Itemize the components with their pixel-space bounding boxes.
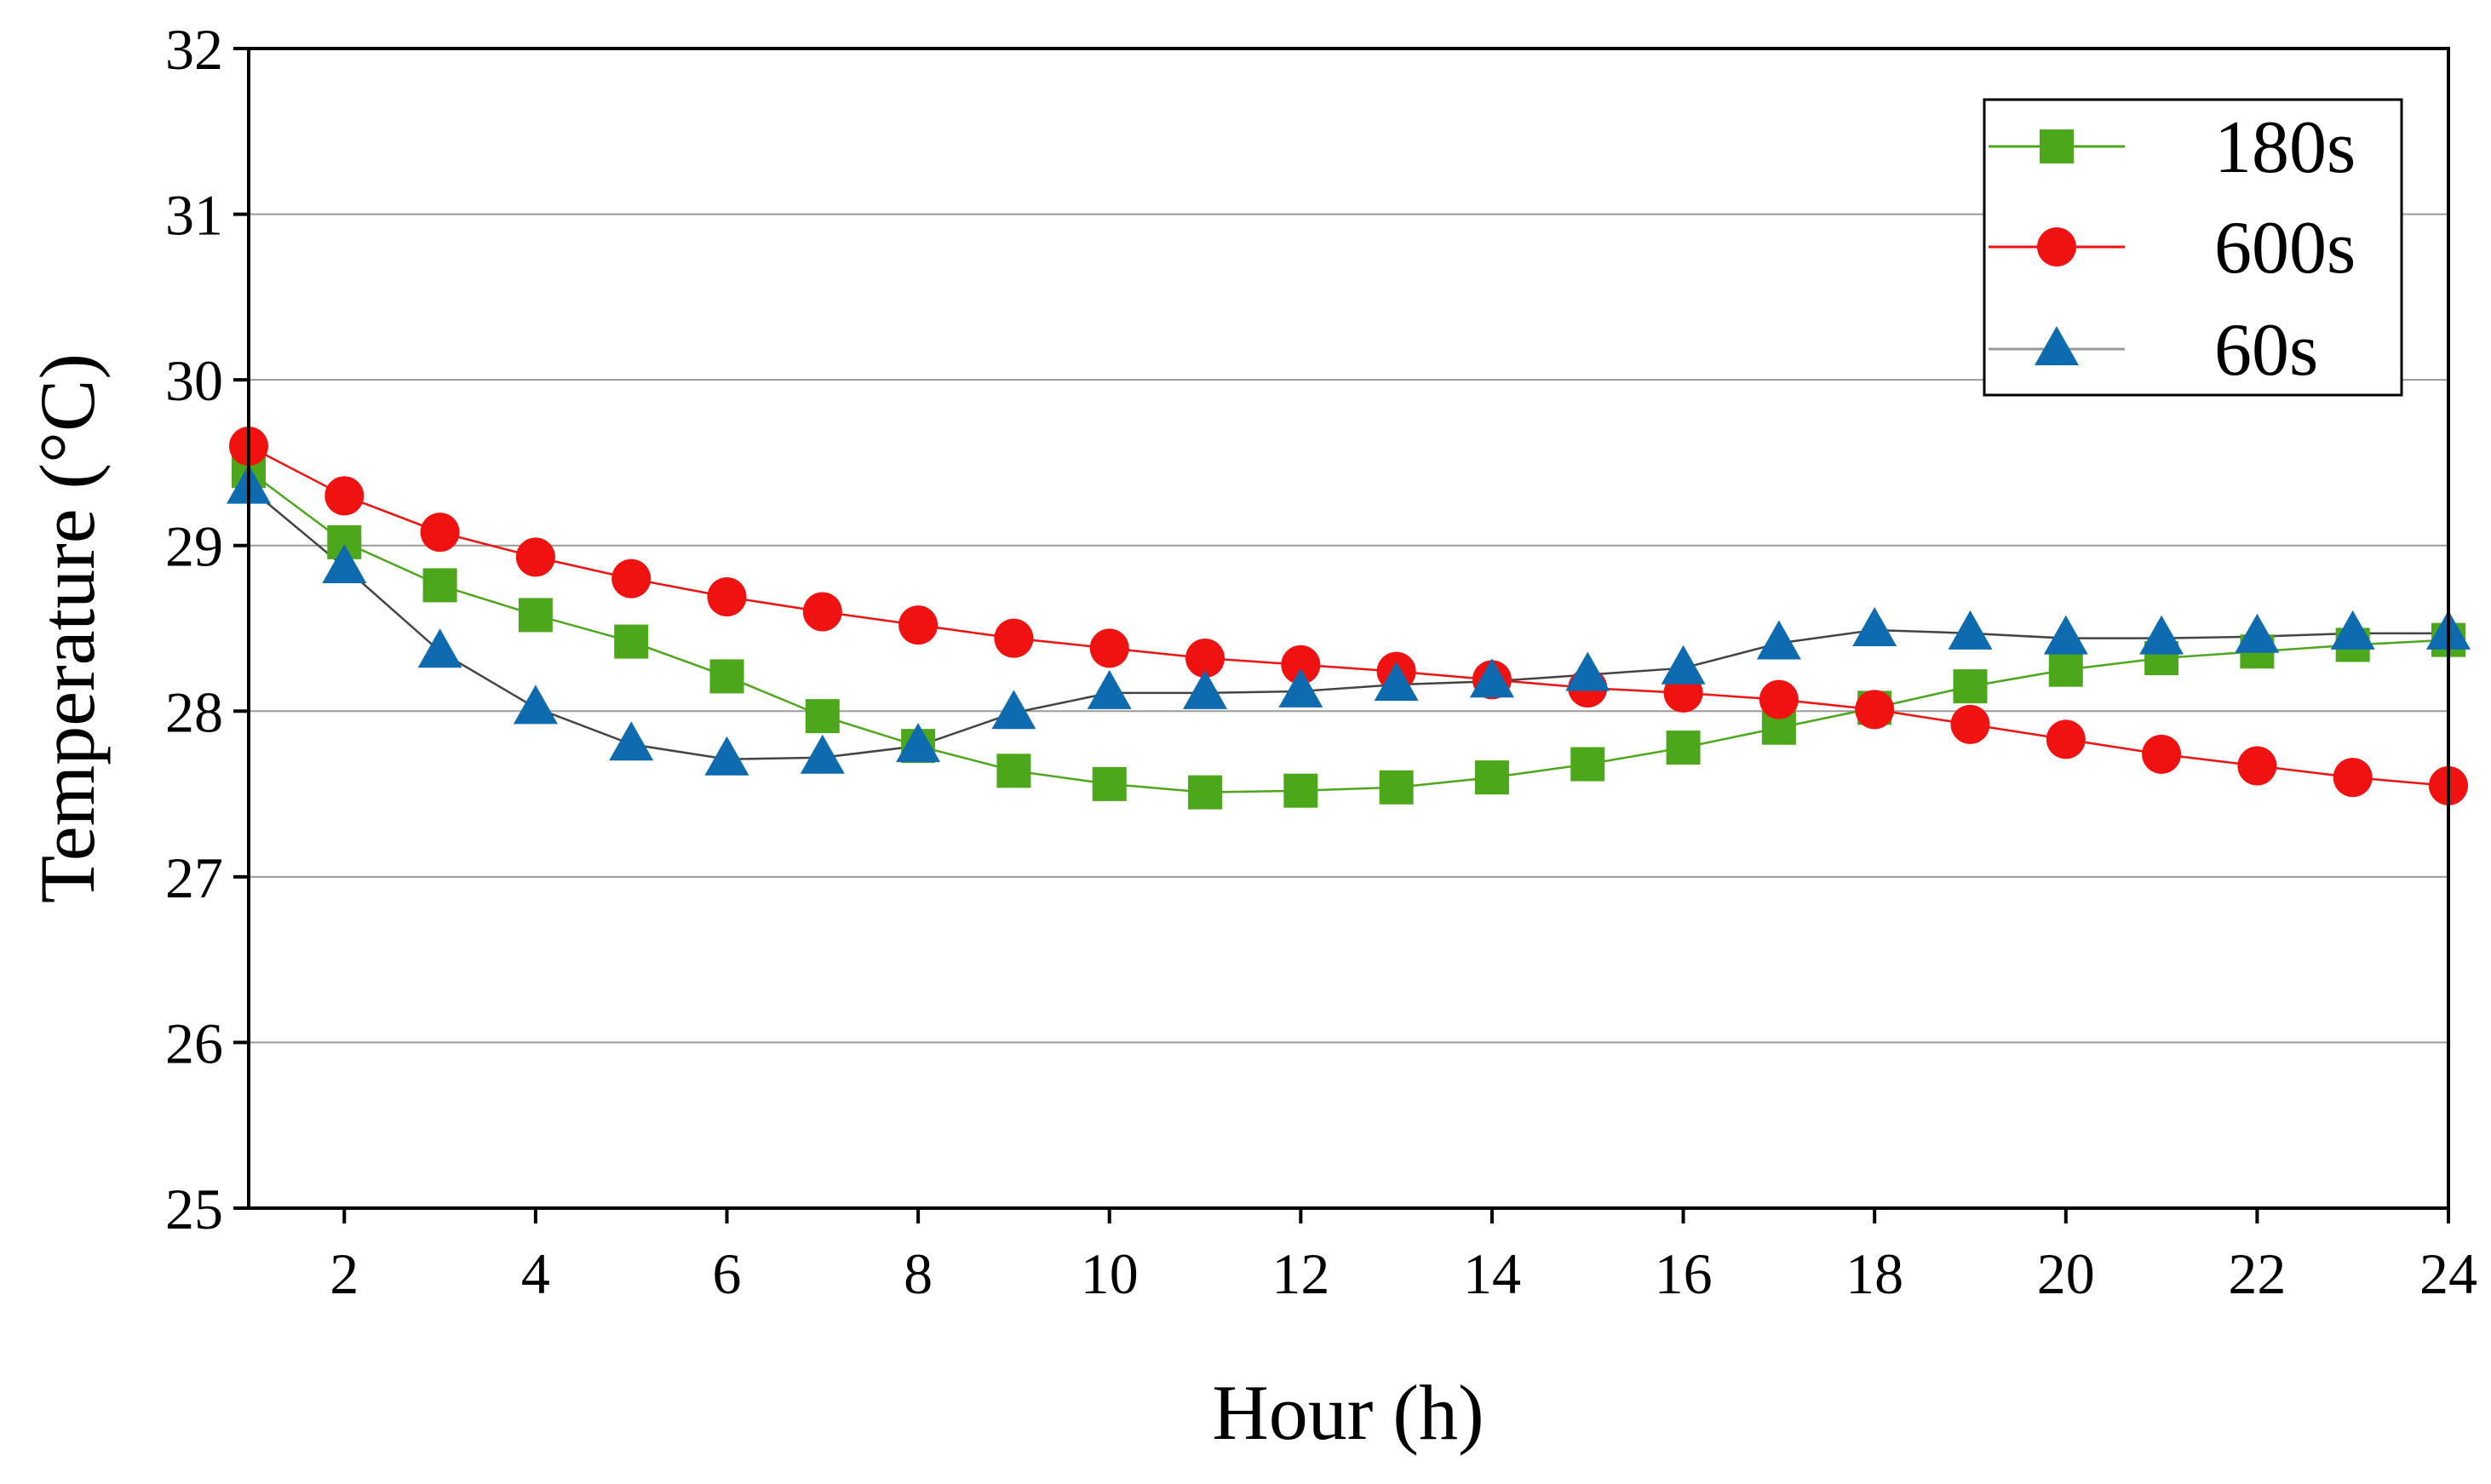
data-point: [518, 598, 553, 633]
data-point: [1474, 760, 1509, 795]
x-tick-label: 24: [2419, 1241, 2477, 1306]
y-tick-label: 32: [165, 17, 223, 82]
series-60s: [248, 486, 2448, 760]
legend-label: 60s: [2214, 309, 2318, 392]
x-tick-label: 16: [1655, 1241, 1713, 1306]
data-point: [1855, 690, 1895, 730]
y-axis-title: Temperature (°C): [24, 353, 111, 903]
markers-600s: [229, 426, 2468, 805]
x-tick-label: 18: [1845, 1241, 1903, 1306]
data-point: [1188, 775, 1223, 810]
data-point: [1278, 668, 1323, 708]
legend-marker: [2040, 129, 2074, 163]
data-point: [1092, 766, 1127, 801]
data-point: [1283, 773, 1318, 808]
legend-marker: [2035, 326, 2079, 365]
data-point: [513, 685, 558, 725]
x-tick-label: 12: [1271, 1241, 1329, 1306]
series-600s: [248, 444, 2449, 788]
data-point: [1469, 658, 1514, 698]
data-point: [709, 659, 744, 694]
data-point: [1948, 610, 1993, 650]
data-point: [994, 618, 1034, 658]
series-layer: [227, 426, 2471, 810]
markers-180s: [232, 454, 2465, 810]
data-point: [1759, 679, 1799, 719]
data-point: [1185, 639, 1225, 679]
data-point: [2043, 615, 2088, 655]
gridlines: [249, 213, 2448, 1044]
data-point: [1379, 770, 1414, 805]
data-point: [324, 476, 364, 516]
legend: 180s 600s 60s: [1983, 98, 2403, 397]
data-point: [896, 723, 941, 763]
data-point: [420, 513, 460, 553]
x-tick-label: 14: [1463, 1241, 1521, 1306]
data-point: [1661, 645, 1706, 685]
y-tick-label: 28: [165, 679, 223, 744]
data-point: [991, 690, 1036, 730]
data-point: [800, 734, 845, 774]
data-point: [2142, 734, 2182, 774]
data-point: [1756, 620, 1801, 660]
y-tick-label: 30: [165, 348, 223, 413]
legend-marker: [2037, 227, 2076, 266]
data-point: [422, 568, 457, 603]
data-point: [802, 592, 842, 632]
data-point: [1183, 669, 1228, 709]
x-tick-label: 6: [713, 1241, 742, 1306]
data-point: [707, 577, 747, 617]
data-point: [1089, 628, 1129, 668]
data-point: [2048, 652, 2083, 687]
data-point: [322, 544, 367, 584]
data-point: [805, 699, 840, 734]
plot-frame: [247, 47, 2450, 1210]
data-point: [417, 628, 462, 668]
series-line: [248, 470, 2449, 794]
x-tick-label: 8: [904, 1241, 933, 1306]
data-point: [2333, 758, 2373, 798]
data-point: [609, 721, 654, 761]
data-point: [614, 624, 649, 659]
series-line: [248, 486, 2448, 760]
data-point: [2330, 610, 2375, 650]
series-180s: [248, 470, 2449, 794]
data-point: [704, 736, 749, 776]
data-point: [515, 537, 555, 577]
data-point: [2237, 746, 2277, 786]
y-tick-label: 29: [165, 514, 223, 579]
data-point: [611, 559, 651, 599]
series-line: [248, 444, 2449, 788]
y-tick-label: 25: [165, 1177, 223, 1241]
data-point: [2235, 613, 2280, 653]
y-tick-label: 31: [165, 183, 223, 248]
data-point: [1953, 669, 1988, 704]
data-point: [1570, 747, 1605, 782]
data-point: [2046, 719, 2086, 759]
y-tick-label: 26: [165, 1011, 223, 1075]
x-tick-label: 4: [521, 1241, 550, 1306]
data-point: [2139, 615, 2184, 655]
x-tick-label: 22: [2228, 1241, 2286, 1306]
data-point: [1950, 704, 1990, 744]
data-point: [898, 605, 938, 645]
markers-60s: [227, 464, 2471, 776]
x-tick-label: 10: [1081, 1241, 1139, 1306]
legend-label: 600s: [2214, 207, 2356, 289]
data-point: [1374, 662, 1419, 702]
x-axis-title: Hour (h): [1212, 1369, 1484, 1456]
data-point: [1281, 645, 1321, 685]
legend-label: 180s: [2214, 106, 2356, 189]
y-tick-label: 27: [165, 845, 223, 910]
x-tick-label: 20: [2037, 1241, 2095, 1306]
data-point: [1565, 651, 1610, 691]
x-tick-label: 2: [330, 1241, 359, 1306]
data-point: [1852, 606, 1897, 646]
data-point: [1087, 669, 1132, 709]
data-point: [1666, 731, 1701, 765]
data-point: [996, 753, 1031, 788]
